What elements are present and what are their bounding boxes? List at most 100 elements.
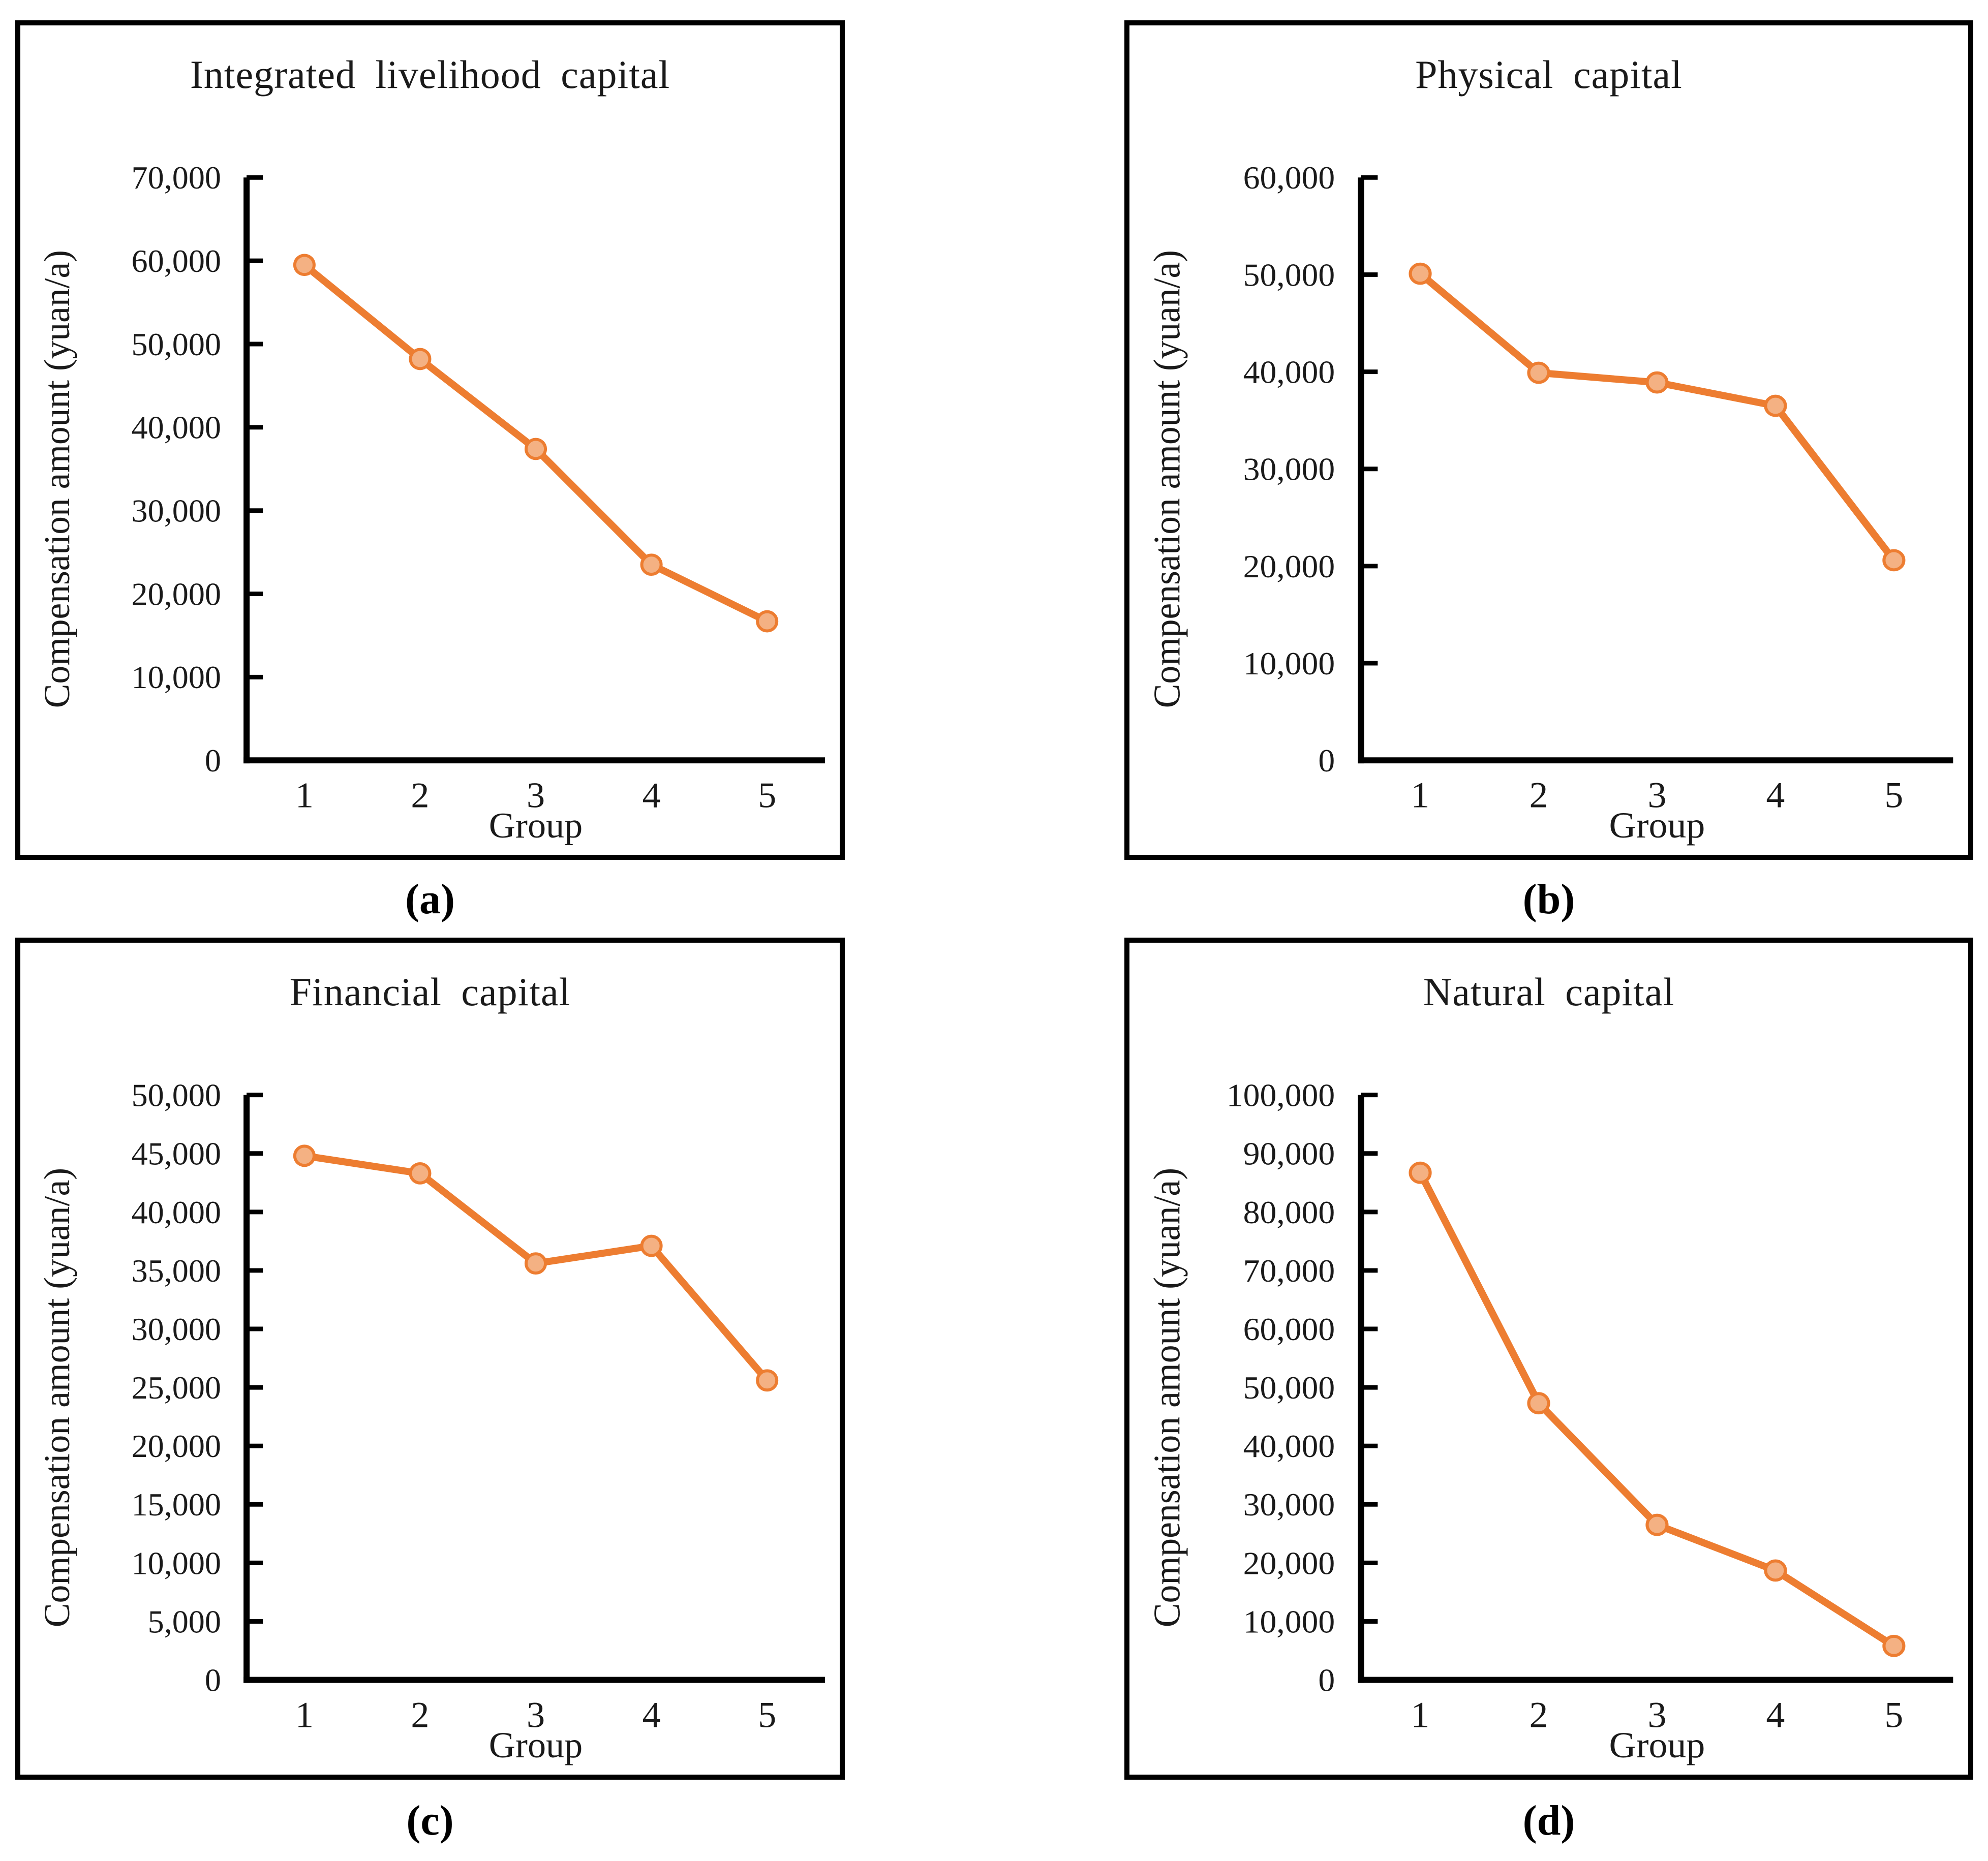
x-tick-label: 4 bbox=[643, 1694, 661, 1735]
y-tick-label: 10,000 bbox=[132, 1545, 221, 1581]
x-tick-label: 2 bbox=[1530, 775, 1548, 816]
y-tick-label: 30,000 bbox=[1243, 451, 1335, 487]
y-tick-label: 80,000 bbox=[1243, 1195, 1335, 1231]
y-tick-label: 30,000 bbox=[132, 493, 221, 529]
y-tick-label: 25,000 bbox=[132, 1370, 221, 1406]
panel-label-b: (b) bbox=[1522, 876, 1575, 923]
data-point-group-2 bbox=[1527, 361, 1550, 384]
y-axis-title: Compensation amount (yuan/a) bbox=[37, 1168, 77, 1627]
y-tick-label: 30,000 bbox=[132, 1311, 221, 1347]
y-tick-label: 10,000 bbox=[1243, 1604, 1335, 1640]
series-line bbox=[1416, 270, 1898, 564]
data-point-group-2 bbox=[409, 348, 432, 370]
chart-title-a: Integrated livelihood capital bbox=[190, 52, 670, 97]
data-point-group-1 bbox=[293, 254, 316, 276]
data-point-group-3 bbox=[1645, 371, 1669, 394]
panel-a: Integrated livelihood capital 0 10,000 20,… bbox=[15, 20, 845, 860]
data-point-group-3 bbox=[524, 1252, 547, 1275]
data-point-group-3 bbox=[524, 438, 547, 460]
y-tick-label: 70,000 bbox=[132, 160, 221, 196]
x-tick-label: 1 bbox=[295, 775, 314, 816]
chart-d-natural-capital: 0 10,000 20,000 30,000 40,000 50,000 60,000 70,… bbox=[1146, 1077, 1953, 1765]
x-tick-label: 2 bbox=[1530, 1694, 1548, 1735]
y-tick-label: 50,000 bbox=[132, 326, 221, 362]
x-tick-label: 1 bbox=[1411, 1694, 1430, 1735]
data-point-group-1 bbox=[293, 1144, 316, 1167]
series-line bbox=[1416, 1169, 1898, 1650]
x-tick-label: 4 bbox=[643, 775, 661, 816]
y-tick-label: 60,000 bbox=[1243, 160, 1335, 196]
panel-d: Natural capital 0 10,000 20,000 30,000 40,00… bbox=[1124, 938, 1973, 1780]
x-tick-label: 3 bbox=[1647, 1694, 1666, 1735]
x-tick-label: 5 bbox=[1884, 1694, 1903, 1735]
chart-title-b: Physical capital bbox=[1415, 52, 1683, 97]
chart-b-physical-capital: 0 10,000 20,000 30,000 40,000 50,000 60,000 1 2 3… bbox=[1146, 160, 1953, 846]
x-axis-title: Group bbox=[1609, 805, 1705, 846]
chart-title-c: Financial capital bbox=[289, 970, 571, 1014]
y-tick-label: 40,000 bbox=[1243, 354, 1335, 390]
x-tick-label: 4 bbox=[1766, 775, 1785, 816]
y-tick-label: 20,000 bbox=[132, 1428, 221, 1464]
y-tick-label: 90,000 bbox=[1243, 1136, 1335, 1172]
y-tick-label: 0 bbox=[205, 1662, 221, 1698]
data-point-group-1 bbox=[1409, 1161, 1432, 1184]
data-point-group-4 bbox=[640, 1234, 663, 1257]
panel-label-a: (a) bbox=[405, 876, 455, 923]
data-point-group-2 bbox=[409, 1162, 432, 1185]
y-axis-title: Compensation amount (yuan/a) bbox=[1146, 1168, 1187, 1627]
data-point-group-4 bbox=[1764, 394, 1787, 417]
data-point-group-5 bbox=[1882, 549, 1906, 572]
data-point-group-1 bbox=[1409, 262, 1432, 285]
data-point-group-3 bbox=[1645, 1513, 1669, 1536]
panel-b: Physical capital 0 10,000 20,000 30,000 40,0… bbox=[1124, 20, 1973, 860]
x-axis-title: Group bbox=[489, 1725, 583, 1765]
x-tick-label: 5 bbox=[758, 775, 776, 816]
data-point-group-4 bbox=[1764, 1559, 1787, 1582]
chart-a-integrated-livelihood-capital: 0 10,000 20,000 30,000 40,000 50,000 60,000 70,… bbox=[37, 160, 825, 846]
x-tick-label: 3 bbox=[1647, 775, 1666, 816]
y-tick-label: 50,000 bbox=[1243, 1370, 1335, 1406]
y-tick-label: 10,000 bbox=[132, 659, 221, 695]
x-tick-label: 5 bbox=[1884, 775, 1903, 816]
y-tick-label: 20,000 bbox=[132, 576, 221, 612]
data-point-group-5 bbox=[1882, 1634, 1906, 1657]
data-point-group-4 bbox=[640, 553, 663, 576]
y-tick-label: 40,000 bbox=[1243, 1429, 1335, 1465]
x-axis-title: Group bbox=[1609, 1725, 1705, 1765]
y-tick-label: 50,000 bbox=[1243, 257, 1335, 293]
panel-label-c: (c) bbox=[406, 1797, 454, 1844]
y-tick-label: 20,000 bbox=[1243, 1545, 1335, 1581]
y-tick-label: 5,000 bbox=[148, 1604, 221, 1640]
y-tick-label: 70,000 bbox=[1243, 1253, 1335, 1289]
panel-c: Financial capital 0 5,000 10,000 15,000 20,0… bbox=[15, 938, 845, 1780]
y-tick-label: 100,000 bbox=[1227, 1077, 1335, 1113]
data-point-group-5 bbox=[756, 610, 779, 633]
data-point-group-5 bbox=[756, 1369, 779, 1392]
x-tick-label: 2 bbox=[411, 775, 429, 816]
y-tick-label: 30,000 bbox=[1243, 1487, 1335, 1523]
x-tick-label: 3 bbox=[527, 775, 545, 816]
x-tick-label: 5 bbox=[758, 1694, 776, 1735]
chart-title-d: Natural capital bbox=[1423, 970, 1675, 1014]
y-tick-label: 45,000 bbox=[132, 1136, 221, 1172]
y-tick-label: 60,000 bbox=[1243, 1312, 1335, 1348]
y-tick-label: 60,000 bbox=[132, 243, 221, 279]
x-axis-title: Group bbox=[489, 805, 583, 846]
x-tick-label: 4 bbox=[1766, 1694, 1785, 1735]
y-tick-label: 35,000 bbox=[132, 1253, 221, 1289]
y-axis-title: Compensation amount (yuan/a) bbox=[37, 250, 77, 708]
y-axis-title: Compensation amount (yuan/a) bbox=[1146, 250, 1187, 708]
y-tick-label: 0 bbox=[1318, 1662, 1335, 1698]
y-tick-label: 15,000 bbox=[132, 1486, 221, 1523]
y-tick-label: 20,000 bbox=[1243, 548, 1335, 584]
data-point-group-2 bbox=[1527, 1392, 1550, 1415]
x-tick-label: 3 bbox=[527, 1694, 545, 1735]
x-tick-label: 1 bbox=[1411, 775, 1430, 816]
x-tick-label: 2 bbox=[411, 1694, 429, 1735]
x-tick-label: 1 bbox=[295, 1694, 314, 1735]
y-tick-label: 40,000 bbox=[132, 410, 221, 446]
y-tick-label: 40,000 bbox=[132, 1194, 221, 1230]
y-tick-label: 0 bbox=[1318, 742, 1335, 779]
panel-label-d: (d) bbox=[1522, 1797, 1575, 1844]
